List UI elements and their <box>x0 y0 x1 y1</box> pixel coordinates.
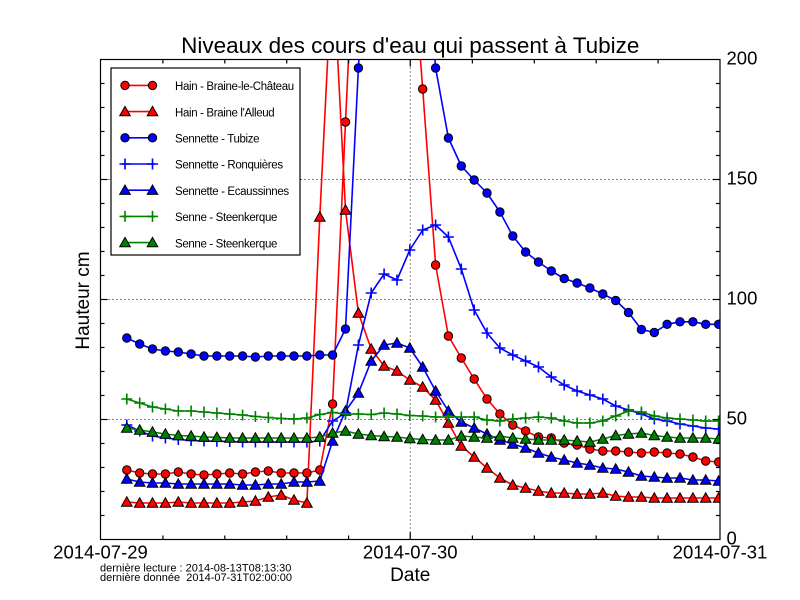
svg-text:Hauteur cm: Hauteur cm <box>73 251 94 349</box>
svg-text:Hain - Braine-le-Château: Hain - Braine-le-Château <box>175 81 294 93</box>
svg-text:100: 100 <box>727 288 758 309</box>
svg-text:Hain - Braine l'Alleud: Hain - Braine l'Alleud <box>175 107 274 119</box>
svg-text:150: 150 <box>727 168 758 189</box>
svg-text:dernière lecture : 2014-08-13T: dernière lecture : 2014-08-13T08:13:30 <box>100 562 291 574</box>
svg-text:Date: Date <box>390 565 430 586</box>
svg-text:0: 0 <box>727 528 737 549</box>
svg-text:Sennette - Ecaussinnes: Sennette - Ecaussinnes <box>175 186 289 198</box>
svg-text:Sennette - Tubize: Sennette - Tubize <box>175 134 259 146</box>
svg-text:2014-07-29: 2014-07-29 <box>53 542 148 563</box>
svg-text:2014-07-30: 2014-07-30 <box>363 542 458 563</box>
svg-text:200: 200 <box>727 48 758 69</box>
svg-text:Niveaux des cours d'eau qui pa: Niveaux des cours d'eau qui passent à Tu… <box>181 33 639 58</box>
svg-text:Senne - Steenkerque: Senne - Steenkerque <box>175 212 277 224</box>
svg-text:Sennette - Ronquières: Sennette - Ronquières <box>175 160 283 172</box>
svg-text:2014-07-31: 2014-07-31 <box>673 542 768 563</box>
svg-text:dernière donnée 2014-07-31T02: dernière donnée 2014-07-31T02:00:00 <box>100 572 292 584</box>
svg-text:50: 50 <box>727 408 748 429</box>
svg-text:Senne - Steenkerque: Senne - Steenkerque <box>175 238 277 250</box>
